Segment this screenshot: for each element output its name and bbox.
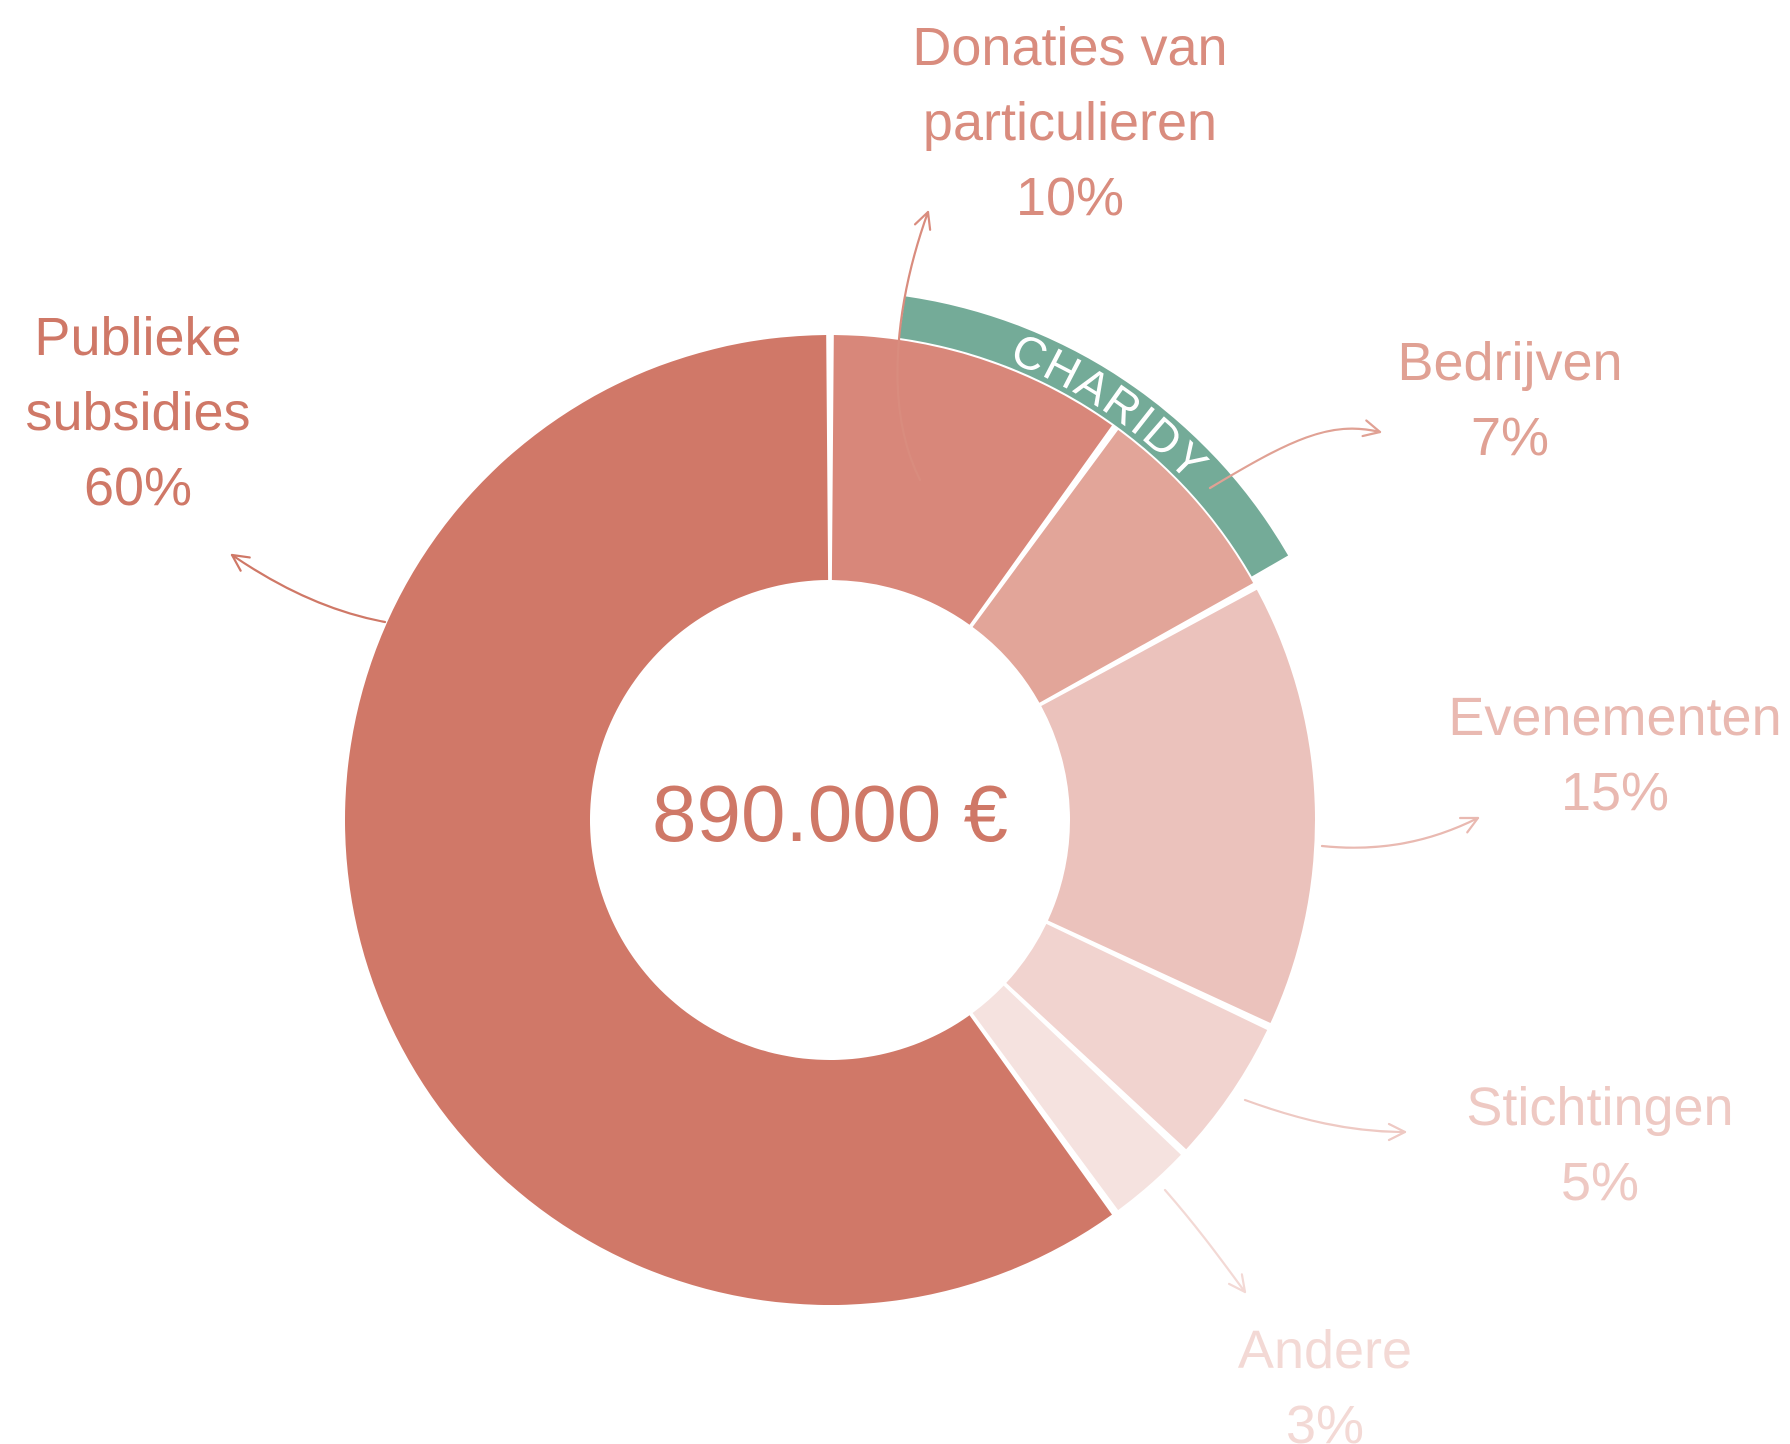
slice-stichtingen — [1006, 923, 1268, 1150]
leader-arrow-andere — [1163, 1188, 1247, 1294]
slice-publieke-subsidies — [345, 335, 1112, 1306]
label-evenementen: Evenementen 15% — [1448, 687, 1781, 822]
charidy-band-arc — [899, 296, 1289, 577]
label-bedrijven: Bedrijven 7% — [1397, 332, 1622, 467]
slice-andere — [972, 985, 1181, 1211]
donut-slices — [345, 335, 1315, 1306]
slice-donaties-van-particulieren — [831, 335, 1112, 625]
label-andere: Andere 3% — [1238, 1320, 1412, 1444]
leader-arrows — [230, 210, 1480, 1294]
leader-arrow-donaties-van-particulieren — [896, 210, 932, 482]
label-publieke-subsidies: Publieke subsidies 60% — [25, 307, 250, 517]
slice-evenementen — [1041, 589, 1315, 1024]
leader-arrow-evenementen — [1320, 816, 1480, 849]
leader-arrow-stichtingen — [1243, 1098, 1407, 1142]
slice-bedrijven — [972, 429, 1254, 703]
label-donaties-van-particulieren: Donaties van particulieren 10% — [912, 17, 1227, 227]
center-total-label: 890.000 € — [652, 769, 1008, 858]
leader-arrow-publieke-subsidies — [230, 553, 387, 624]
label-stichtingen: Stichtingen 5% — [1466, 1077, 1733, 1212]
slice-labels: Donaties van particulieren 10% Bedrijven 7% E… — [25, 17, 1781, 1444]
leader-arrow-bedrijven — [1208, 419, 1382, 490]
